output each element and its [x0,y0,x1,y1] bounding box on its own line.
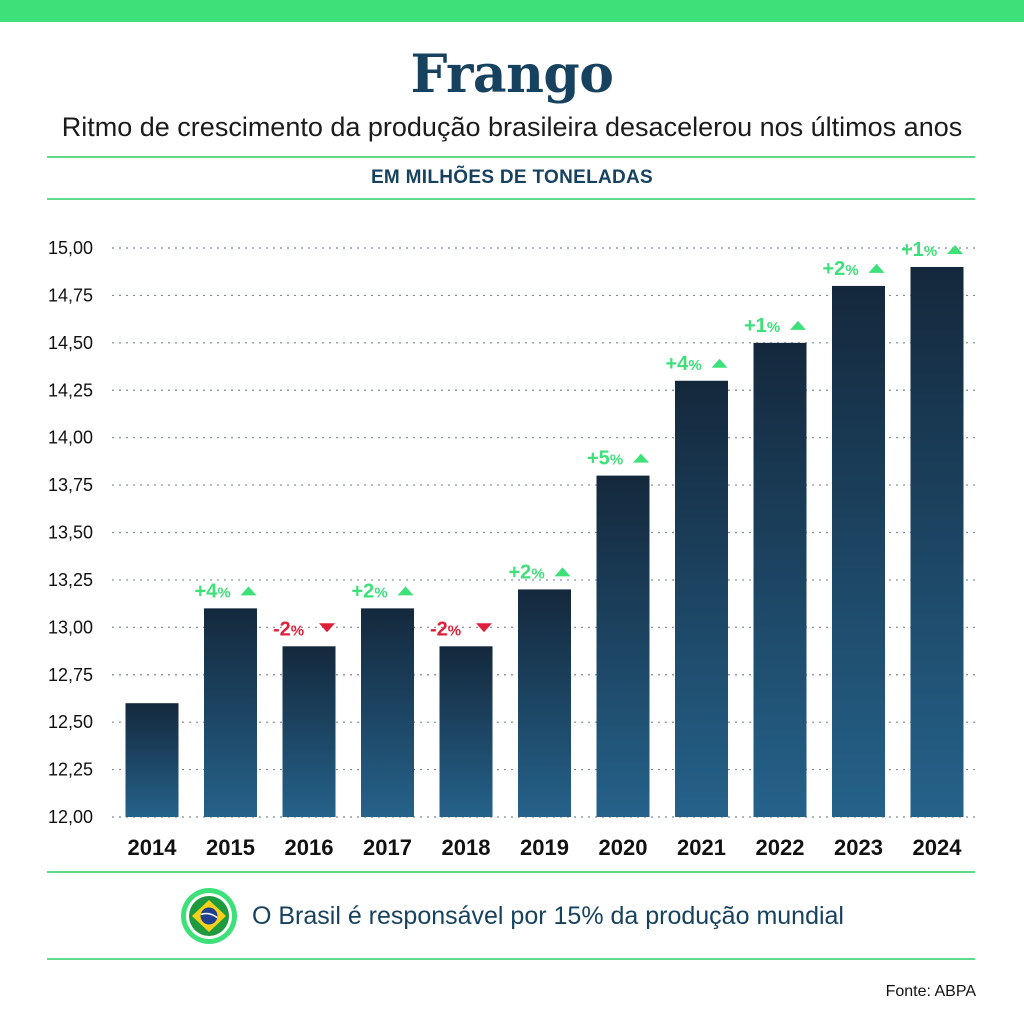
arrow-up-icon [790,320,806,330]
y-tick-label: 13,50 [48,523,93,543]
arrow-up-icon [240,586,257,596]
divider-units [47,198,975,200]
arrow-down-icon [476,623,492,633]
change-label-2018: -2% [430,618,492,640]
brazil-flag-icon [180,888,237,944]
change-text: -2% [430,618,461,640]
divider-top [47,156,975,158]
change-label-2023: +2% [823,258,885,280]
y-tick-label: 12,50 [48,712,93,732]
change-text: +2% [823,258,859,280]
bar-2016 [282,646,336,817]
x-axis-ticks: 2014 2015 2016 2017 2018 2019 2020 2021 2022 2023… [128,835,963,860]
y-tick-label: 13,00 [48,617,93,637]
bar-2020 [596,475,650,817]
change-label-2022: +1% [744,315,806,337]
arrow-up-icon [711,358,728,368]
change-text: +4% [666,353,702,375]
top-accent-bar [0,0,1024,22]
x-tick-label: 2024 [913,835,963,860]
y-tick-label: 13,25 [48,570,93,590]
page-title: Frango [410,44,614,105]
x-tick-label: 2023 [834,835,883,860]
y-tick-label: 12,25 [48,760,93,780]
arrow-up-icon [633,453,649,463]
bar-2022 [753,342,807,817]
y-tick-label: 14,25 [48,380,93,400]
arrow-up-icon [397,586,414,596]
page-subtitle: Ritmo de crescimento da produção brasile… [61,112,963,142]
change-text: +1% [744,315,780,337]
divider-footer [47,958,975,960]
change-labels: +4% -2% +2% -2% +2% +5% +4% +1% +2% +1% [195,239,963,640]
footer-note: O Brasil é responsável por 15% da produç… [0,884,1024,948]
y-tick-label: 14,50 [48,333,93,353]
x-tick-label: 2019 [520,835,569,860]
change-text: +2% [352,580,388,602]
arrow-up-icon [868,263,885,273]
change-text: +2% [509,561,545,583]
bar-2014 [125,703,179,817]
x-tick-label: 2018 [442,835,491,860]
units-label: EM MILHÕES DE TONELADAS [370,167,654,188]
x-tick-label: 2020 [599,835,648,860]
change-text: +4% [195,580,231,602]
source-credit: Fonte: ABPA [885,983,976,1000]
x-tick-label: 2021 [677,835,726,860]
x-tick-label: 2016 [285,835,334,860]
bars [125,266,964,817]
bar-2023 [832,285,885,817]
change-text: +5% [587,448,623,470]
change-text: +1% [901,239,937,261]
change-label-2017: +2% [352,580,414,602]
change-label-2020: +5% [587,448,649,470]
change-label-2016: -2% [273,618,335,640]
bar-2018 [439,646,493,817]
y-tick-label: 13,75 [48,475,93,495]
bar-2017 [361,608,414,817]
arrow-up-icon [554,567,571,577]
x-tick-label: 2015 [206,835,255,860]
footer-note-text: O Brasil é responsável por 15% da produç… [251,901,844,930]
bar-2015 [204,608,257,817]
y-tick-label: 12,75 [48,665,93,685]
divider-bottom [47,871,975,873]
change-label-2015: +4% [195,580,257,602]
change-label-2021: +4% [666,353,728,375]
y-tick-label: 14,00 [48,428,93,448]
bar-2024 [910,266,964,817]
bar-2019 [518,589,571,817]
y-tick-label: 14,75 [48,285,93,305]
change-label-2019: +2% [509,561,571,583]
arrow-up-icon [947,244,963,254]
y-axis-ticks: 12,00 12,25 12,50 12,75 13,00 13,25 13,50 13,75… [48,238,93,827]
y-tick-label: 15,00 [48,238,93,258]
y-tick-label: 12,00 [48,807,93,827]
x-tick-label: 2022 [756,835,805,860]
change-label-2024: +1% [901,239,963,261]
x-tick-label: 2014 [128,835,178,860]
change-text: -2% [273,618,304,640]
bar-2021 [675,380,728,817]
bar-chart: 12,00 12,25 12,50 12,75 13,00 13,25 13,50 13,75… [48,238,976,860]
x-tick-label: 2017 [363,835,412,860]
arrow-down-icon [319,623,335,633]
